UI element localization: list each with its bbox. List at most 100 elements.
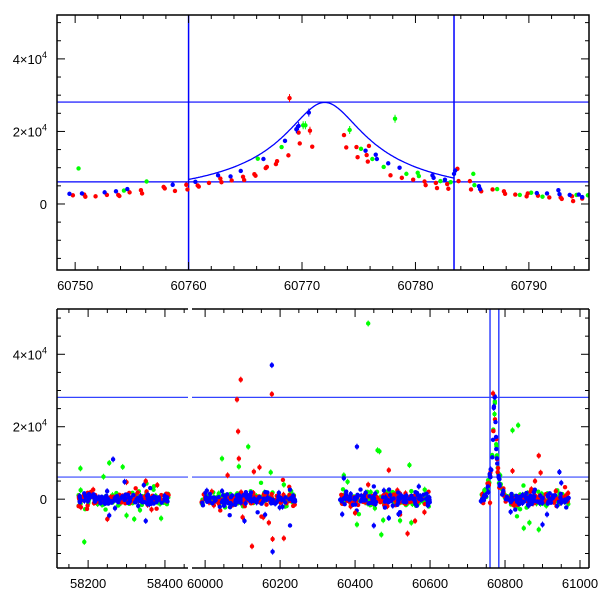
data-point-blue	[493, 434, 499, 440]
data-point-blue	[371, 484, 377, 489]
data-point-green	[471, 171, 476, 177]
data-point-blue	[552, 493, 558, 498]
data-point-blue	[387, 492, 393, 498]
data-point-red	[296, 130, 301, 135]
y-tick-label: 0	[40, 492, 47, 507]
data-point-red	[341, 132, 347, 138]
x-tick-label: 58200	[70, 576, 106, 591]
outlier-point-red	[236, 456, 242, 461]
bottom-frame-segment: 58200 58400	[56, 308, 188, 591]
data-point-blue	[396, 511, 401, 517]
data-point-red	[117, 193, 122, 199]
data-point-red	[154, 506, 159, 511]
data-point-green	[416, 173, 422, 179]
data-point-blue	[203, 490, 208, 496]
data-point-red	[196, 184, 201, 189]
outlier-point-green	[219, 456, 225, 461]
data-point-blue	[274, 500, 279, 505]
data-point-blue	[170, 182, 175, 187]
data-point-green	[103, 507, 108, 512]
data-point-red	[366, 143, 372, 149]
x-tick-label: 60760	[171, 278, 207, 293]
outlier-point-red	[538, 470, 543, 475]
data-point-blue	[92, 499, 98, 504]
outlier-point-green	[377, 449, 382, 454]
data-point-green	[381, 164, 386, 170]
outlier-point-green	[397, 518, 403, 523]
x-tick-label: 58400	[147, 576, 183, 591]
data-point-blue	[544, 191, 550, 196]
data-point-blue	[127, 498, 133, 504]
outlier-point-blue	[559, 480, 564, 486]
data-point-red	[354, 144, 359, 150]
data-point-red	[135, 490, 141, 495]
data-point-green	[521, 483, 526, 488]
data-point-blue	[532, 494, 537, 499]
data-point-red	[297, 141, 302, 146]
data-point-blue	[223, 498, 228, 504]
data-point-red	[433, 180, 439, 186]
data-point-red	[423, 182, 428, 188]
data-point-red	[162, 186, 167, 191]
x-tick-label: 60790	[511, 278, 547, 293]
data-point-green	[258, 480, 264, 486]
data-point-blue	[487, 471, 492, 477]
outlier-point-blue	[508, 509, 513, 515]
outlier-point-green	[132, 516, 137, 522]
data-point-blue	[217, 504, 223, 509]
data-point-red	[445, 181, 450, 187]
outlier-point-green	[268, 470, 273, 475]
data-point-blue	[101, 496, 106, 501]
data-point-blue	[488, 467, 493, 472]
outlier-point-green	[107, 460, 112, 466]
data-point-blue	[245, 496, 250, 501]
x-tick-label: 60780	[397, 278, 433, 293]
data-point-green	[392, 116, 398, 121]
data-point-blue	[229, 493, 235, 498]
data-point-red	[513, 192, 518, 197]
x-tick-label: 60400	[337, 576, 373, 591]
data-point-blue	[264, 497, 269, 503]
data-point-blue	[207, 491, 213, 497]
data-point-blue	[339, 499, 345, 504]
data-point-blue	[219, 500, 225, 505]
data-point-blue	[123, 496, 128, 502]
data-point-blue	[545, 493, 550, 498]
data-point-blue	[374, 156, 380, 162]
data-point-blue	[414, 490, 420, 496]
data-point-blue	[556, 187, 561, 193]
data-point-blue	[227, 513, 232, 518]
data-point-red	[570, 198, 576, 204]
data-point-red	[339, 492, 344, 497]
data-point-red	[310, 144, 315, 149]
data-point-blue	[556, 499, 562, 504]
data-point-red	[133, 486, 138, 491]
data-point-blue	[77, 493, 82, 499]
data-point-green	[279, 144, 284, 150]
data-point-green	[347, 127, 352, 133]
x-tick-label: 60770	[284, 278, 320, 293]
top-data	[57, 15, 589, 270]
data-point-red	[287, 95, 292, 101]
data-point-blue	[276, 490, 282, 496]
data-point-green	[340, 487, 346, 492]
data-point-blue	[564, 497, 570, 502]
data-point-blue	[67, 191, 72, 197]
data-point-red	[495, 469, 500, 475]
data-point-blue	[478, 498, 484, 504]
data-point-blue	[567, 192, 572, 198]
data-point-red	[76, 504, 81, 509]
outlier-point-green	[354, 522, 360, 527]
data-point-blue	[557, 191, 562, 197]
bottom-panel: 58200 58400 60000 60200 60400 60600 60800 61000	[56, 308, 598, 591]
data-point-blue	[210, 501, 215, 506]
data-point-blue	[251, 498, 256, 504]
data-point-red	[562, 484, 568, 490]
x-tick-label: 60200	[262, 576, 298, 591]
x-tick-label: 60750	[57, 278, 93, 293]
data-point-red	[172, 188, 178, 194]
outlier-point-green	[521, 525, 526, 531]
data-point-blue	[397, 165, 402, 170]
outlier-point-blue	[270, 549, 275, 554]
data-point-red	[365, 159, 371, 164]
